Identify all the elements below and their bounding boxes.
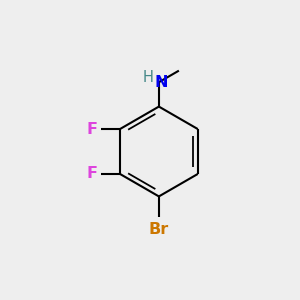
Text: F: F — [87, 122, 98, 136]
Text: N: N — [154, 75, 168, 90]
Text: Br: Br — [149, 222, 169, 237]
Text: H: H — [143, 70, 154, 85]
Text: F: F — [87, 167, 98, 182]
